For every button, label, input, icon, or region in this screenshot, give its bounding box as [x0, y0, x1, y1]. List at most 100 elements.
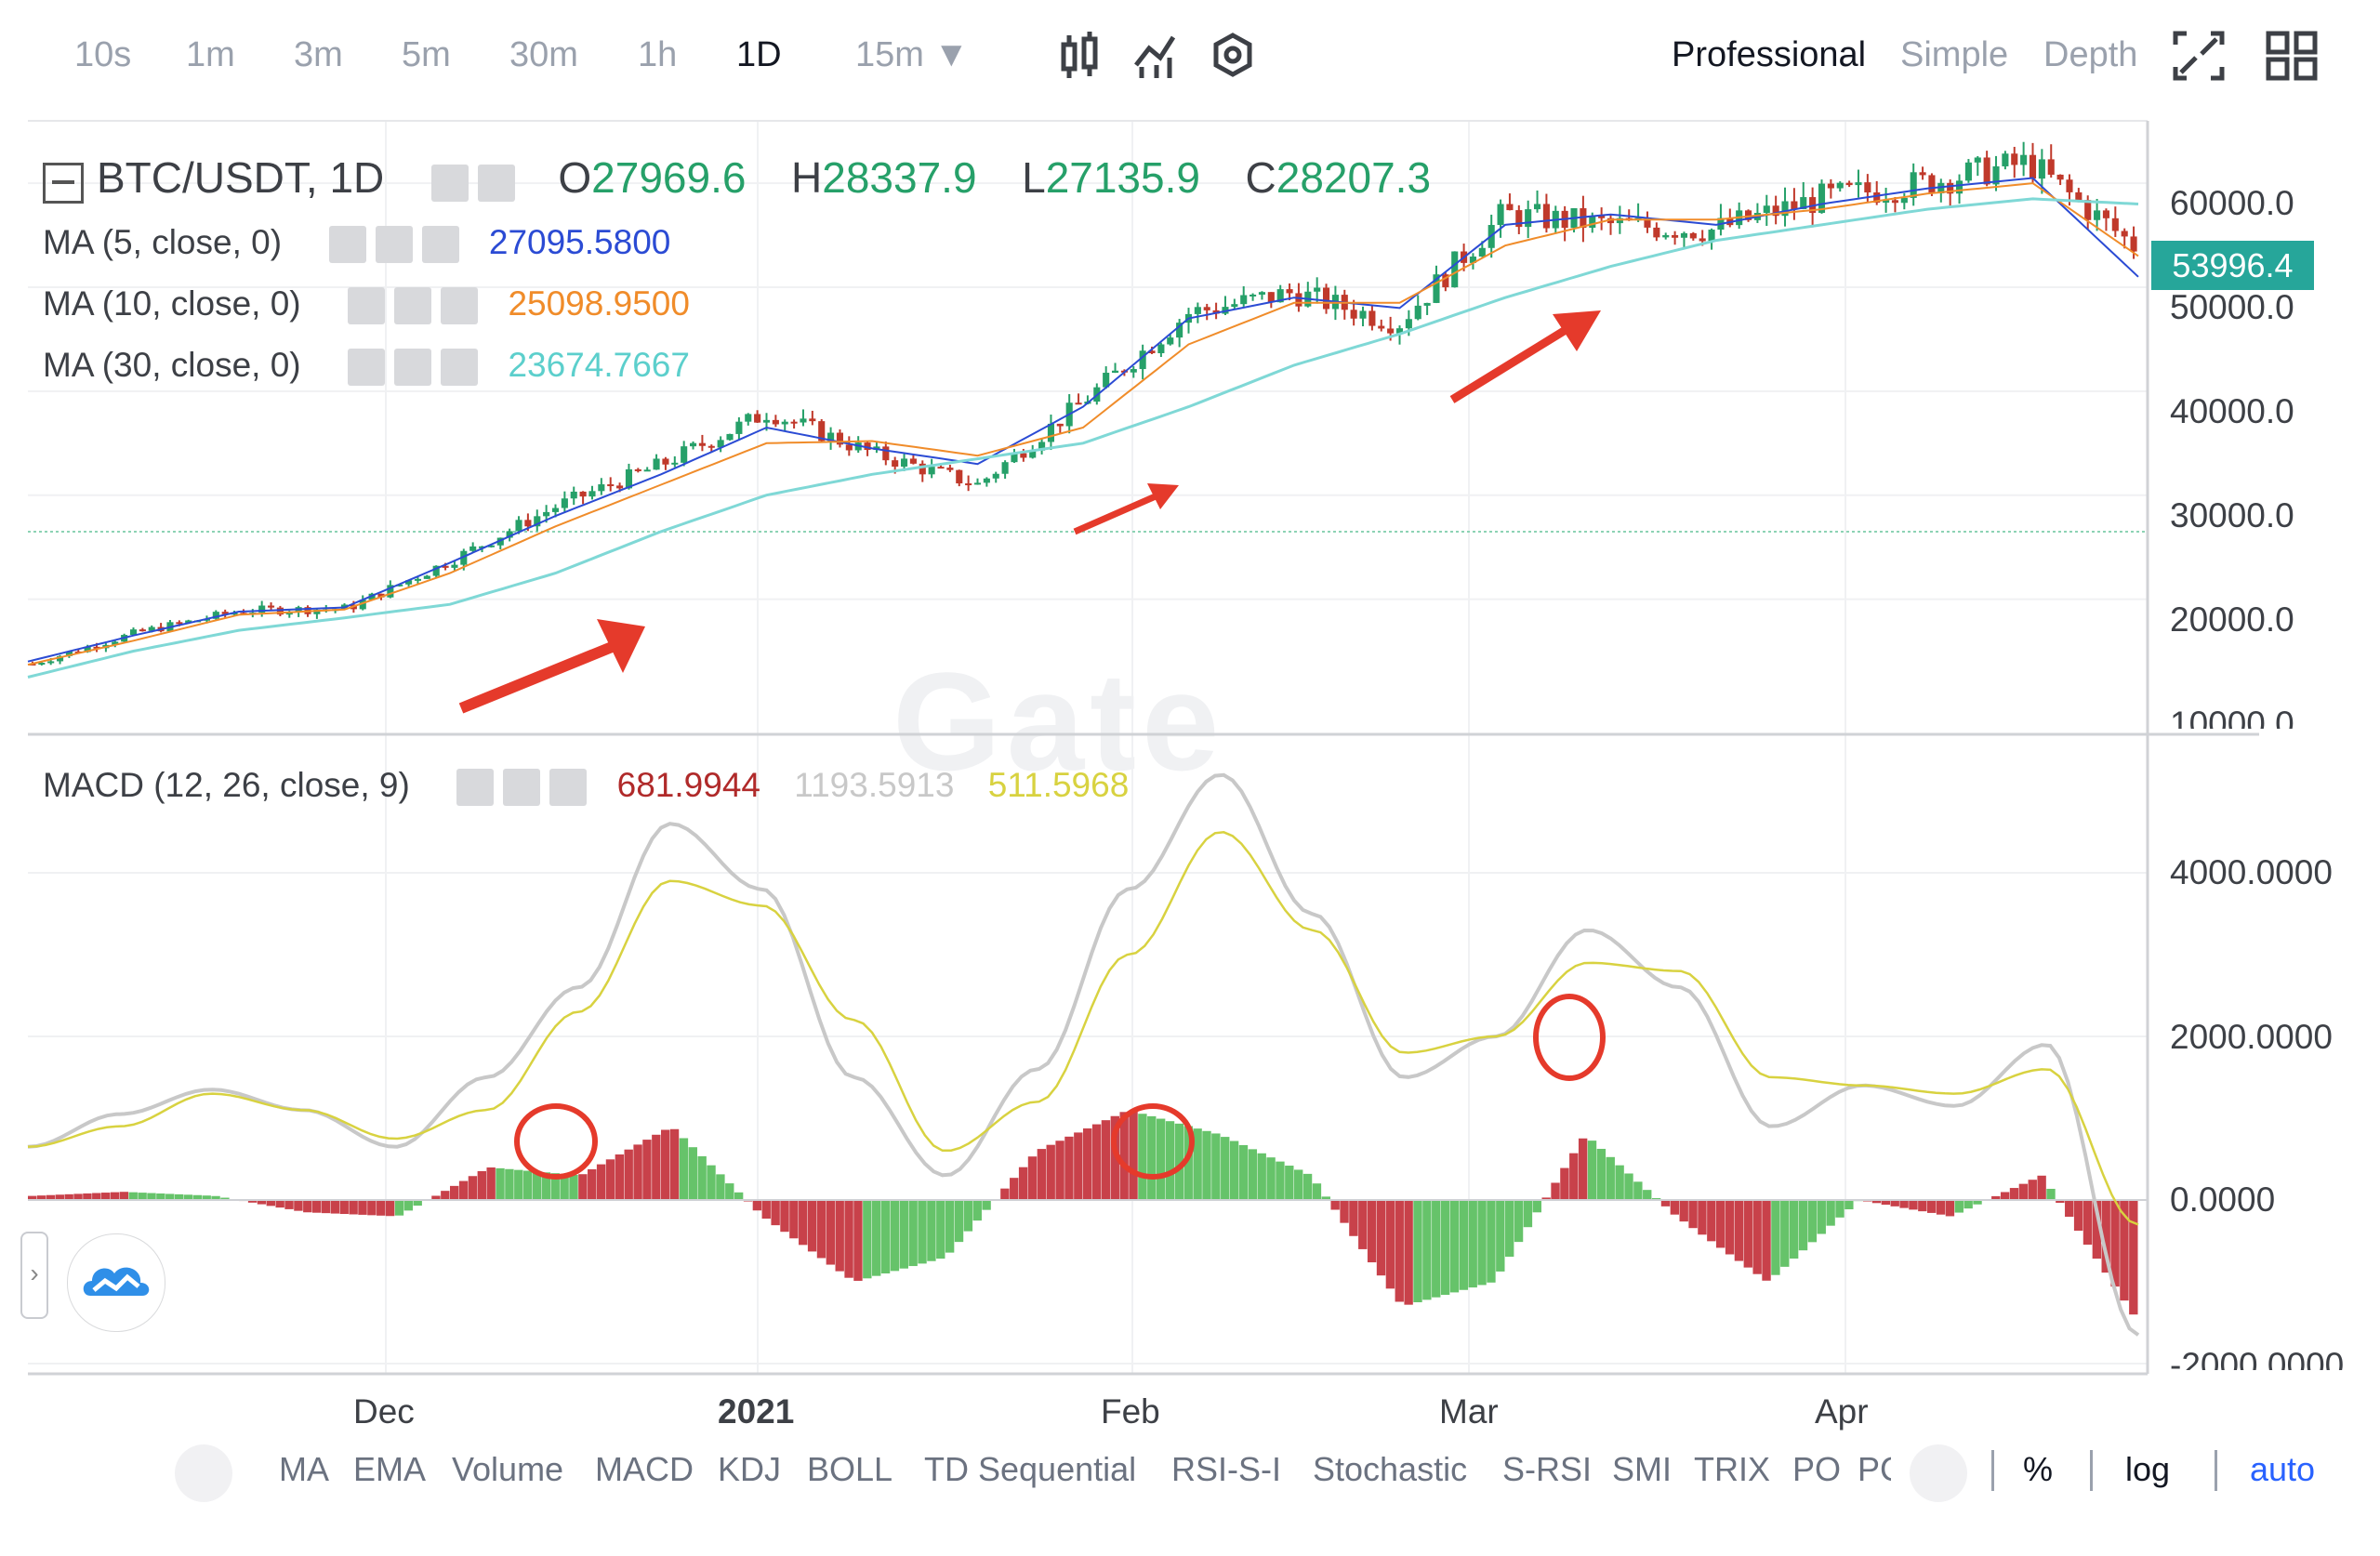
indicator-rsi-s-i[interactable]: RSI-S-I	[1171, 1450, 1282, 1488]
candle-body	[1286, 289, 1293, 294]
macd-histogram-bar	[605, 1159, 615, 1200]
indicator-stochastic[interactable]: Stochastic	[1313, 1450, 1468, 1488]
percent-scale-toggle[interactable]: %	[2023, 1450, 2054, 1488]
candle-body	[707, 445, 715, 448]
macd-histogram-bar	[183, 1194, 193, 1200]
close-icon[interactable]	[441, 287, 479, 325]
indicator-kdj[interactable]: KDJ	[718, 1450, 782, 1488]
visibility-icon[interactable]	[328, 226, 366, 264]
settings-icon[interactable]	[1213, 33, 1252, 77]
gear-icon[interactable]	[394, 349, 432, 387]
auto-scale-toggle[interactable]: auto	[2250, 1450, 2316, 1488]
close-icon[interactable]	[441, 349, 479, 387]
expand-sidebar-button[interactable]: ›	[20, 1232, 48, 1319]
indicator-macd[interactable]: MACD	[595, 1450, 694, 1488]
candle-body	[506, 531, 513, 538]
timeframe-dropdown[interactable]: 15m ▼	[855, 35, 970, 74]
gear-icon[interactable]	[477, 165, 515, 203]
candle-body	[919, 463, 926, 475]
macd-axis-label: 4000.0000	[2170, 853, 2333, 891]
ma-line-0	[27, 177, 2139, 663]
indicator-volume[interactable]: Volume	[452, 1450, 564, 1488]
fullscreen-icon[interactable]	[2173, 31, 2225, 81]
visibility-icon[interactable]	[348, 349, 386, 387]
collapse-icon[interactable]	[43, 163, 84, 204]
high-value: 28337.9	[822, 153, 977, 202]
macd-histogram-bar	[1927, 1200, 1937, 1213]
candle-body	[634, 468, 641, 471]
macd-histogram-bar	[1780, 1200, 1790, 1267]
candle-body	[1947, 182, 1954, 194]
candle-body	[2020, 154, 2028, 165]
visibility-icon[interactable]	[430, 165, 469, 203]
macd-histogram-bar	[2009, 1188, 2019, 1200]
timeframe-3m[interactable]: 3m	[294, 35, 343, 74]
timeframe-1m[interactable]: 1m	[186, 35, 235, 74]
macd-histogram-bar	[1633, 1181, 1643, 1200]
candle-body	[579, 491, 587, 497]
timeframe-1h[interactable]: 1h	[638, 35, 678, 74]
macd-histogram-bar	[560, 1174, 569, 1200]
candlestick-icon[interactable]	[1061, 32, 1098, 78]
macd-histogram-bar	[1541, 1197, 1551, 1200]
macd-axis-label: 2000.0000	[2170, 1018, 2333, 1056]
drawing-tools-button[interactable]	[67, 1233, 165, 1332]
candle-body	[928, 467, 935, 475]
macd-line	[27, 772, 2140, 1337]
symbol-legend: BTC/USDT, 1D O27969.6 H28337.9 L27135.9 …	[43, 152, 1431, 204]
mode-depth[interactable]: Depth	[2043, 35, 2138, 74]
candle-body	[2038, 159, 2045, 179]
timeframe-1d[interactable]: 1D	[736, 35, 782, 74]
macd-histogram-bar	[1238, 1144, 1249, 1200]
indicator-pc[interactable]: PC	[1858, 1450, 1891, 1488]
candle-body	[1606, 218, 1615, 224]
gear-icon[interactable]	[375, 226, 413, 264]
timeframe-10s[interactable]: 10s	[74, 35, 132, 74]
macd-histogram-bar	[377, 1200, 386, 1216]
candle-body	[1616, 218, 1623, 224]
visibility-icon[interactable]	[348, 287, 386, 325]
macd-histogram-bar	[982, 1200, 991, 1210]
close-icon[interactable]	[549, 769, 588, 807]
macd-histogram-bar	[936, 1200, 945, 1259]
candle-body	[2011, 153, 2018, 165]
macd-histogram-bar	[880, 1200, 891, 1274]
macd-histogram-bar	[100, 1193, 111, 1200]
candle-body	[1589, 215, 1596, 229]
candle-body	[1359, 310, 1367, 319]
candle-body	[1598, 215, 1606, 218]
candle-body	[1203, 307, 1210, 310]
close-icon[interactable]	[421, 226, 459, 264]
gear-icon[interactable]	[503, 769, 541, 807]
candle-body	[1020, 453, 1027, 458]
indicator-boll[interactable]: BOLL	[807, 1450, 893, 1488]
mode-professional[interactable]: Professional	[1672, 35, 1867, 74]
gear-icon[interactable]	[394, 287, 432, 325]
indicator-ma[interactable]: MA	[279, 1450, 329, 1488]
candle-body	[1139, 350, 1146, 370]
scroll-right-button[interactable]	[1910, 1444, 1967, 1502]
indicator-smi[interactable]: SMI	[1612, 1450, 1673, 1488]
indicator-po[interactable]: PO	[1792, 1450, 1842, 1488]
timeframe-5m[interactable]: 5m	[402, 35, 451, 74]
candle-body	[845, 444, 853, 451]
candle-body	[1791, 201, 1798, 210]
indicator-s-rsi[interactable]: S-RSI	[1502, 1450, 1593, 1488]
scroll-left-button[interactable]	[175, 1444, 232, 1502]
macd-histogram-bar	[1202, 1130, 1211, 1200]
indicator-icon[interactable]	[1134, 35, 1176, 78]
date-axis-label: Feb	[1101, 1392, 1160, 1431]
macd-histogram-bar	[2065, 1200, 2074, 1218]
mode-simple[interactable]: Simple	[1900, 35, 2009, 74]
macd-histogram-bar	[908, 1200, 918, 1267]
candle-body	[2111, 218, 2119, 231]
indicator-td-sequential[interactable]: TD Sequential	[924, 1450, 1137, 1488]
macd-histogram-bar	[147, 1193, 156, 1200]
timeframe-30m[interactable]: 30m	[509, 35, 578, 74]
indicator-trix[interactable]: TRIX	[1694, 1450, 1771, 1488]
indicator-ema[interactable]: EMA	[353, 1450, 427, 1488]
log-scale-toggle[interactable]: log	[2125, 1450, 2171, 1488]
candle-body	[56, 655, 64, 662]
visibility-icon[interactable]	[456, 769, 495, 807]
grid-layout-icon[interactable]	[2266, 31, 2318, 81]
